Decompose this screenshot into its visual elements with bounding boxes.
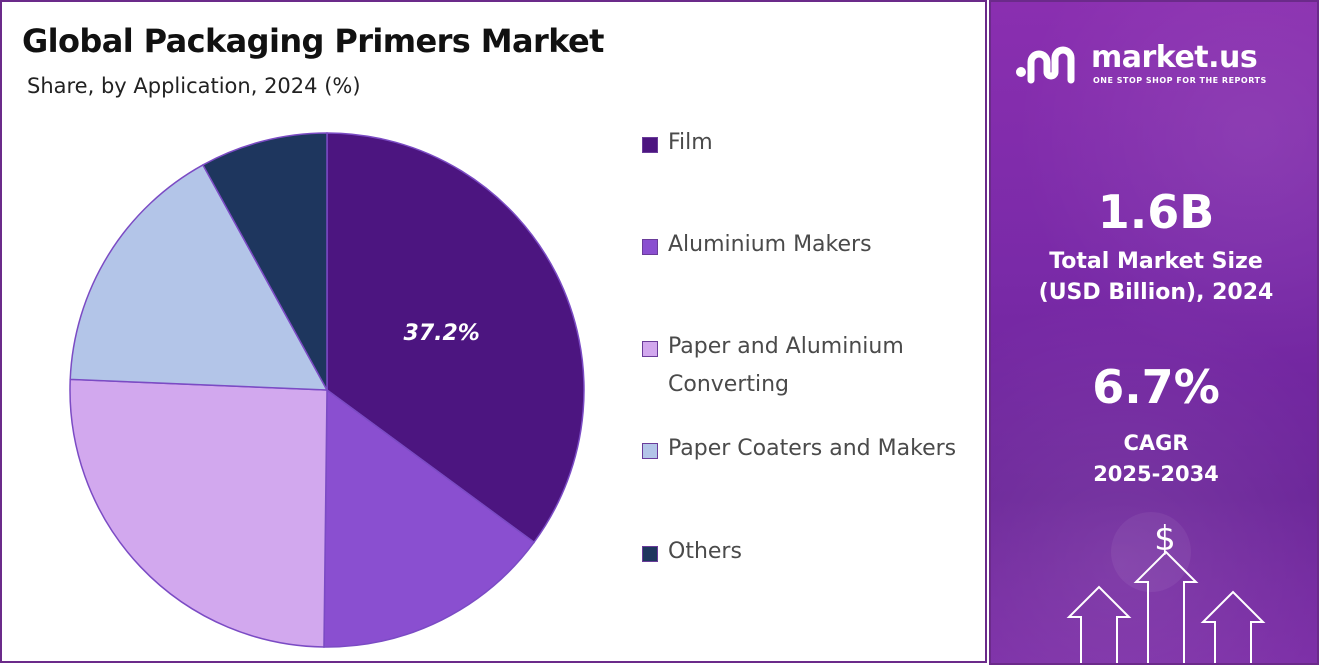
legend-label-aluminium-makers: Aluminium Makers — [668, 232, 872, 257]
legend-label-paper-aluminium-converting: Paper and Aluminium Converting — [668, 334, 904, 397]
market-size-value: 1.6B — [1097, 185, 1215, 239]
brand-tagline: ONE STOP SHOP FOR THE REPORTS — [1093, 76, 1267, 85]
summary-panel: market.us ONE STOP SHOP FOR THE REPORTS … — [989, 0, 1319, 665]
pie-slice-paper-and-aluminium-converting — [69, 378, 328, 648]
pie-data-labels: 37.2% — [404, 321, 480, 346]
chart-subtitle: Share, by Application, 2024 (%) — [27, 74, 361, 98]
legend-label-others: Others — [668, 539, 742, 564]
background-overlay — [991, 2, 1317, 663]
pie-slice-others — [201, 132, 328, 391]
legend-label-film: Film — [668, 130, 713, 155]
market-us-logo-icon — [1016, 46, 1075, 84]
market-size-label-line2: (USD Billion), 2024 — [1038, 280, 1274, 305]
market-size-label-line1: Total Market Size — [1049, 249, 1263, 274]
growth-arrows-icon: $ — [1066, 512, 1266, 663]
legend-swatch-others — [642, 546, 658, 562]
chart-panel: Global Packaging Primers Market Share, b… — [0, 0, 987, 663]
legend-swatch-paper-aluminium-converting — [642, 341, 658, 357]
data-label-film: 37.2% — [404, 321, 480, 346]
cagr-value: 6.7% — [1092, 360, 1220, 414]
pie-slice-paper-coaters-and-makers — [69, 163, 329, 391]
legend-swatch-paper-coaters-makers — [642, 443, 658, 459]
brand: market.us ONE STOP SHOP FOR THE REPORTS — [1013, 40, 1313, 90]
pie-slice-film — [326, 132, 585, 544]
legend-swatch-aluminium-makers — [642, 239, 658, 255]
cagr-label-line1: CAGR — [1123, 431, 1189, 455]
legend-swatch-film — [642, 137, 658, 153]
chart-title: Global Packaging Primers Market — [22, 22, 604, 60]
pie-chart: 37.2% — [69, 132, 585, 648]
brand-name: market.us — [1091, 40, 1258, 75]
cagr-label-line2: 2025-2034 — [1093, 462, 1219, 486]
legend-label-paper-coaters-makers: Paper Coaters and Makers — [668, 436, 957, 461]
pie-slices — [69, 132, 585, 648]
pie-slice-aluminium-makers — [323, 388, 536, 648]
coin-glow — [1111, 512, 1191, 592]
dollar-icon: $ — [1154, 519, 1176, 559]
